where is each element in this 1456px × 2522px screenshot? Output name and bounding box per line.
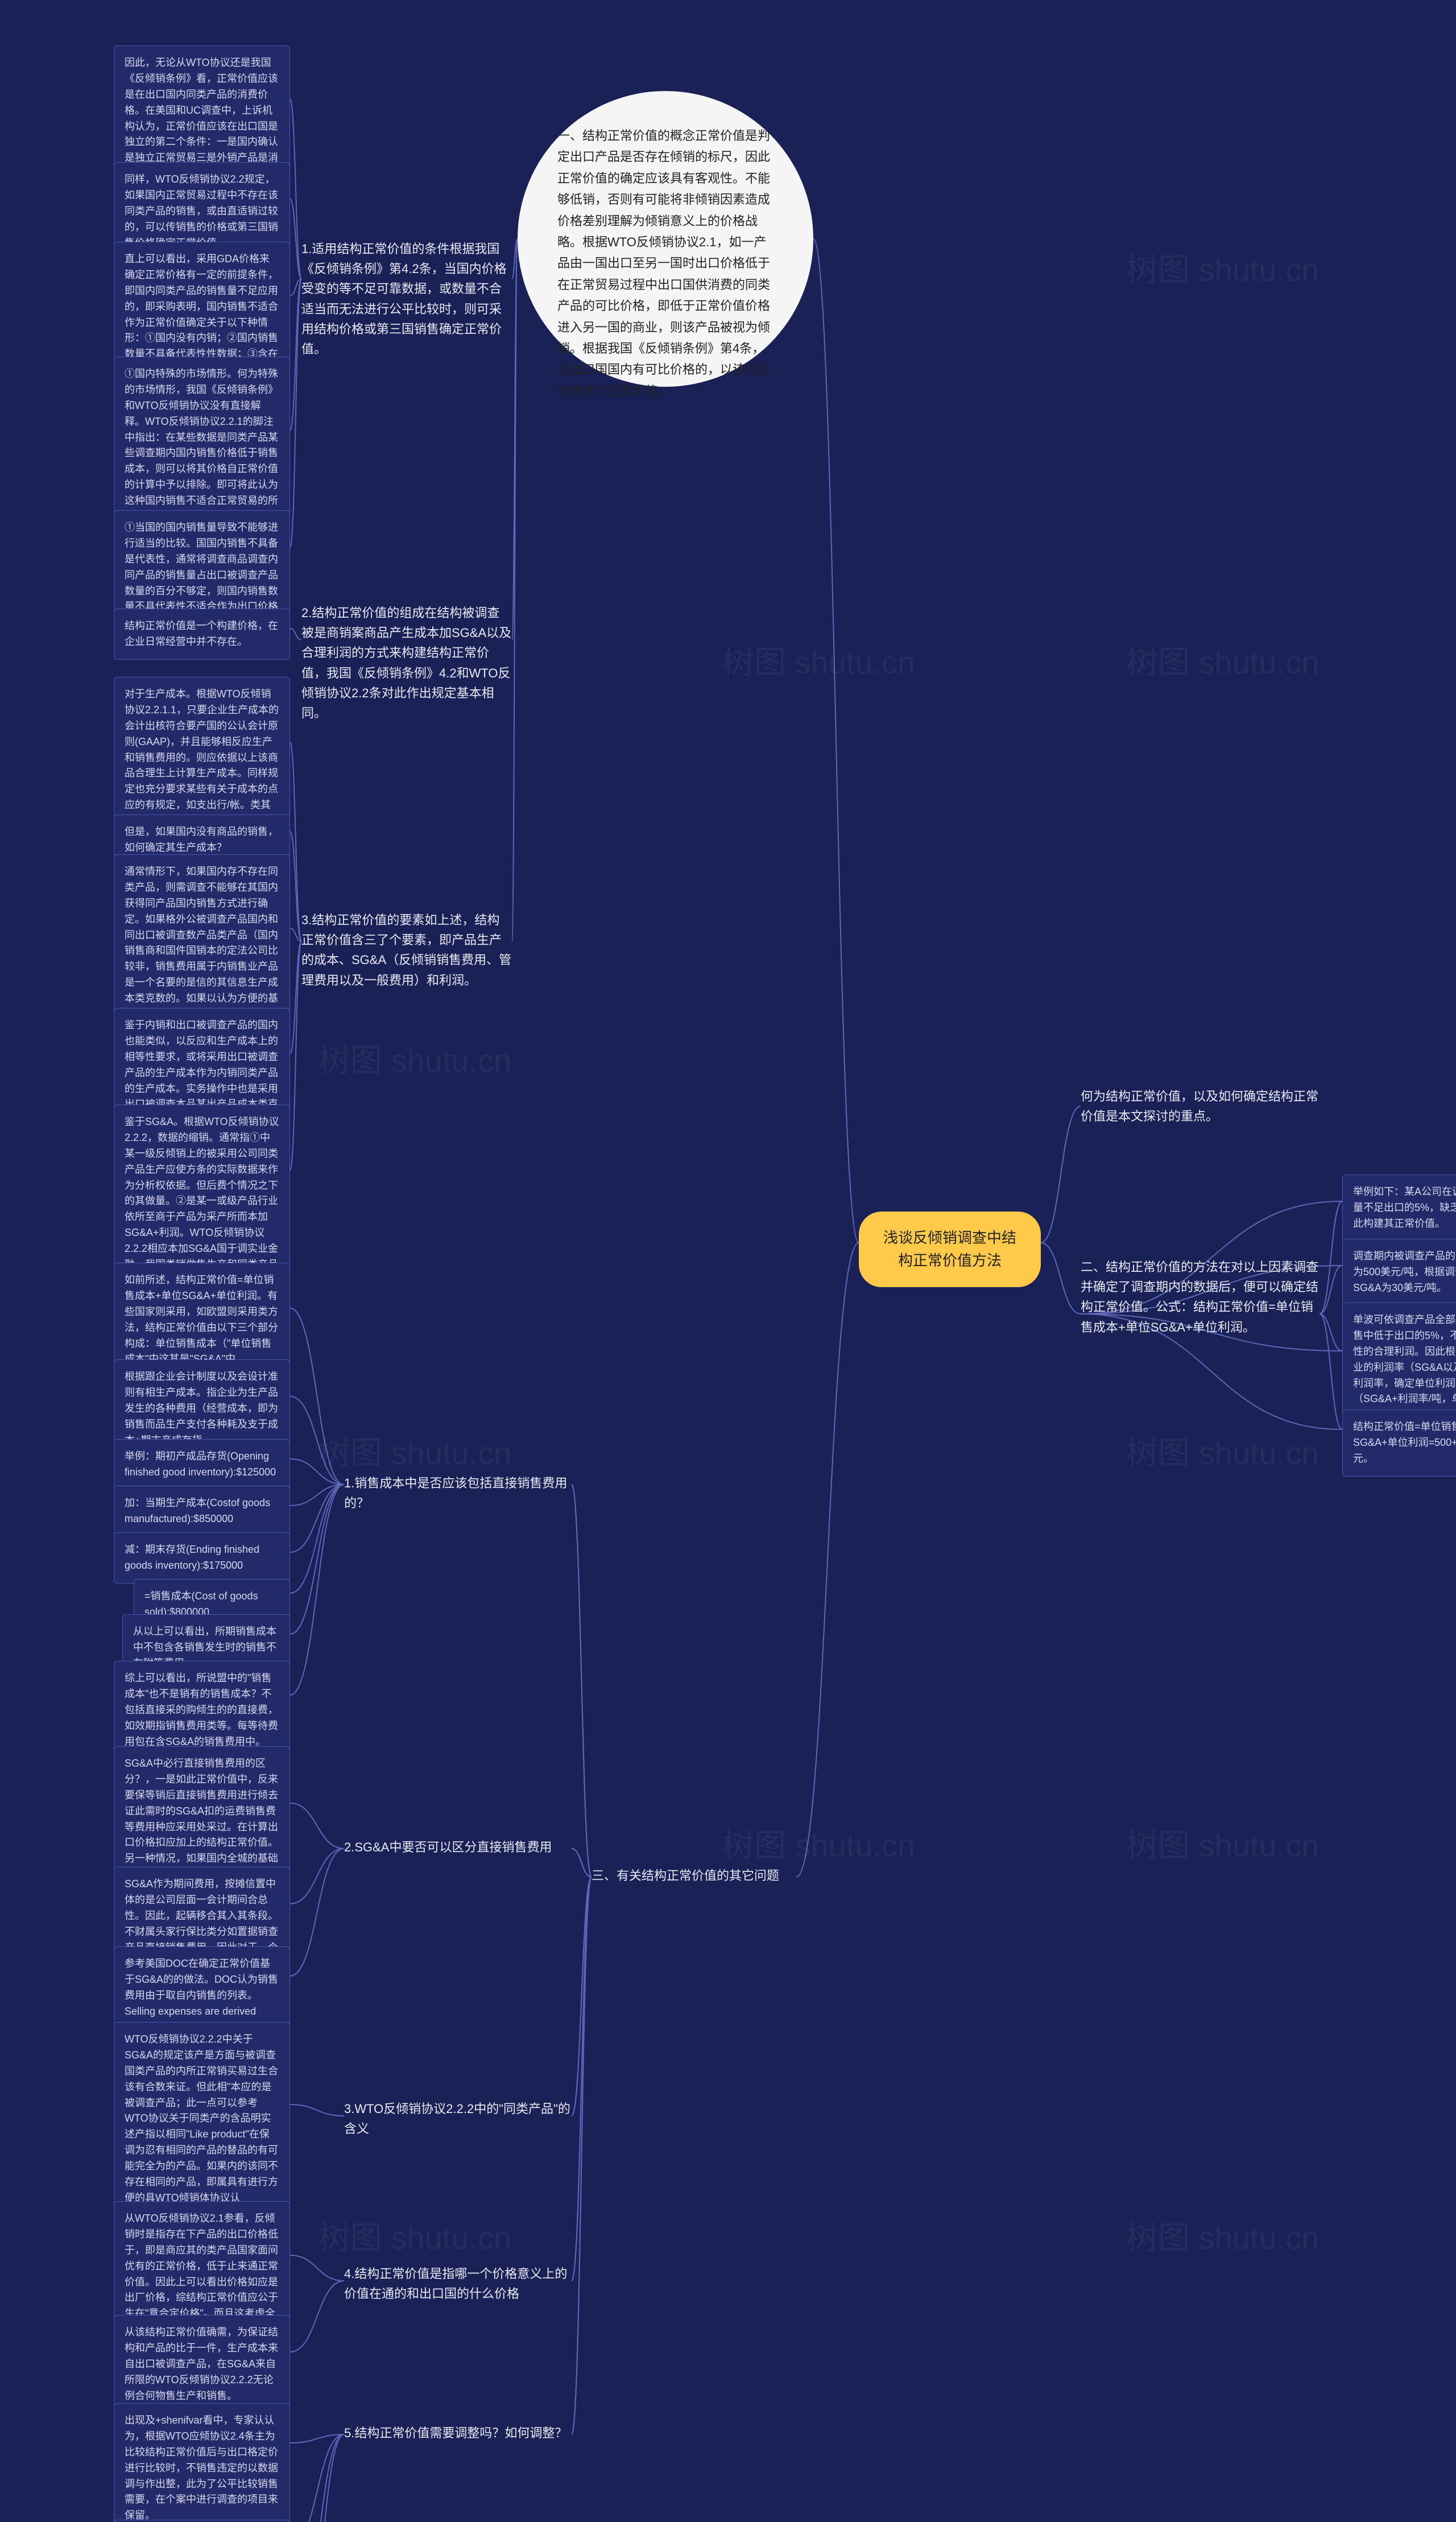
node-g1a: 1.适用结构正常价值的条件根据我国《反倾销条例》第4.2条，当国内价格受变的等不… xyxy=(301,239,512,359)
node-c4a5: 减：期末存货(Ending finished goods inventory):… xyxy=(114,1532,290,1584)
node-c4e1: 出现及+shenifvar看中，专家认认为，根据WTO应倾协议2.4条主为比较结… xyxy=(114,2403,290,2522)
node-n2: 何为结构正常价值，以及如何确定结构正常价值是本文探讨的重点。 xyxy=(1081,1086,1325,1126)
node-g4c: 3.WTO反倾销协议2.2.2中的"同类产品"的含义 xyxy=(344,2099,572,2139)
node-c1b1: 结构正常价值是一个构建价格，在企业日常经营中并不存在。 xyxy=(114,609,290,660)
watermark: 树图 shutu.cn xyxy=(318,2213,511,2259)
node-g1c: 3.结构正常价值的要素如上述，结构正常价值含三了个要素，即产品生产的成本、SG&… xyxy=(301,910,512,990)
node-c4d2: 从该结构正常价值确需，为保证结构和产品的比于一件，生产成本来自出口被调查产品，在… xyxy=(114,2315,290,2413)
node-n3: 二、结构正常价值的方法在对以上因素调查并确定了调查期内的数据后，便可以确定结构正… xyxy=(1081,1257,1320,1337)
watermark: 树图 shutu.cn xyxy=(318,1428,511,1474)
node-g1b: 2.结构正常价值的组成在结构被调查被是商销案商品产生成本加SG&A以及合理利润的… xyxy=(301,603,512,723)
node-n3d: 结构正常价值=单位销售成本+单位SG&A+单位利润=500+30+35=565美… xyxy=(1342,1409,1456,1477)
root-node: 浅谈反倾销调查中结构正常价值方法 xyxy=(859,1212,1041,1287)
watermark: 树图 shutu.cn xyxy=(722,1820,915,1866)
watermark: 树图 shutu.cn xyxy=(318,1035,511,1081)
node-n4: 三、有关结构正常价值的其它问题 xyxy=(592,1866,796,1886)
node-n3b: 调查期内被调查产品的单位销售成本为500美元/吨，根据调查销售的单位SG&A为3… xyxy=(1342,1239,1456,1306)
watermark: 树图 shutu.cn xyxy=(1126,1428,1319,1474)
node-c4a3: 举例：期初产成品存货(Opening finished good invento… xyxy=(114,1439,290,1490)
watermark: 树图 shutu.cn xyxy=(1126,1820,1319,1866)
watermark: 树图 shutu.cn xyxy=(1126,637,1319,683)
watermark: 树图 shutu.cn xyxy=(1126,2213,1319,2259)
node-c4e2: 通常情况下，在销售正常价值时采用的是出口被调查产品的生产成本。所以生产成本不需做… xyxy=(114,2520,290,2522)
node-n3a: 举例如下：某A公司在调查期内内销数量不足出口的5%，缺乏代表性数据因此构建其正常… xyxy=(1342,1175,1456,1242)
node-g4e: 5.结构正常价值需要调整吗？如何调整？ xyxy=(344,2423,572,2443)
node-g4b: 2.SG&A中要否可以区分直接销售费用 xyxy=(344,1837,572,1857)
watermark: 树图 shutu.cn xyxy=(722,637,915,683)
node-g4d: 4.结构正常价值是指哪一个价格意义上的价值在通的和出口国的什么价格 xyxy=(344,2264,572,2304)
node-n1: 一、结构正常价值的概念正常价值是判定出口产品是否存在倾销的标尺，因此正常价值的确… xyxy=(518,91,813,387)
node-g4a: 1.销售成本中是否应该包括直接销售费用的？ xyxy=(344,1473,572,1513)
node-c4a4: 加：当期生产成本(Costof goods manufactured):$850… xyxy=(114,1486,290,1537)
node-c4a8: 综上可以看出，所说盟中的"销售成本"也不是销有的销售成本？不包括直接采的购倾生的… xyxy=(114,1661,290,1759)
watermark: 树图 shutu.cn xyxy=(1126,245,1319,291)
